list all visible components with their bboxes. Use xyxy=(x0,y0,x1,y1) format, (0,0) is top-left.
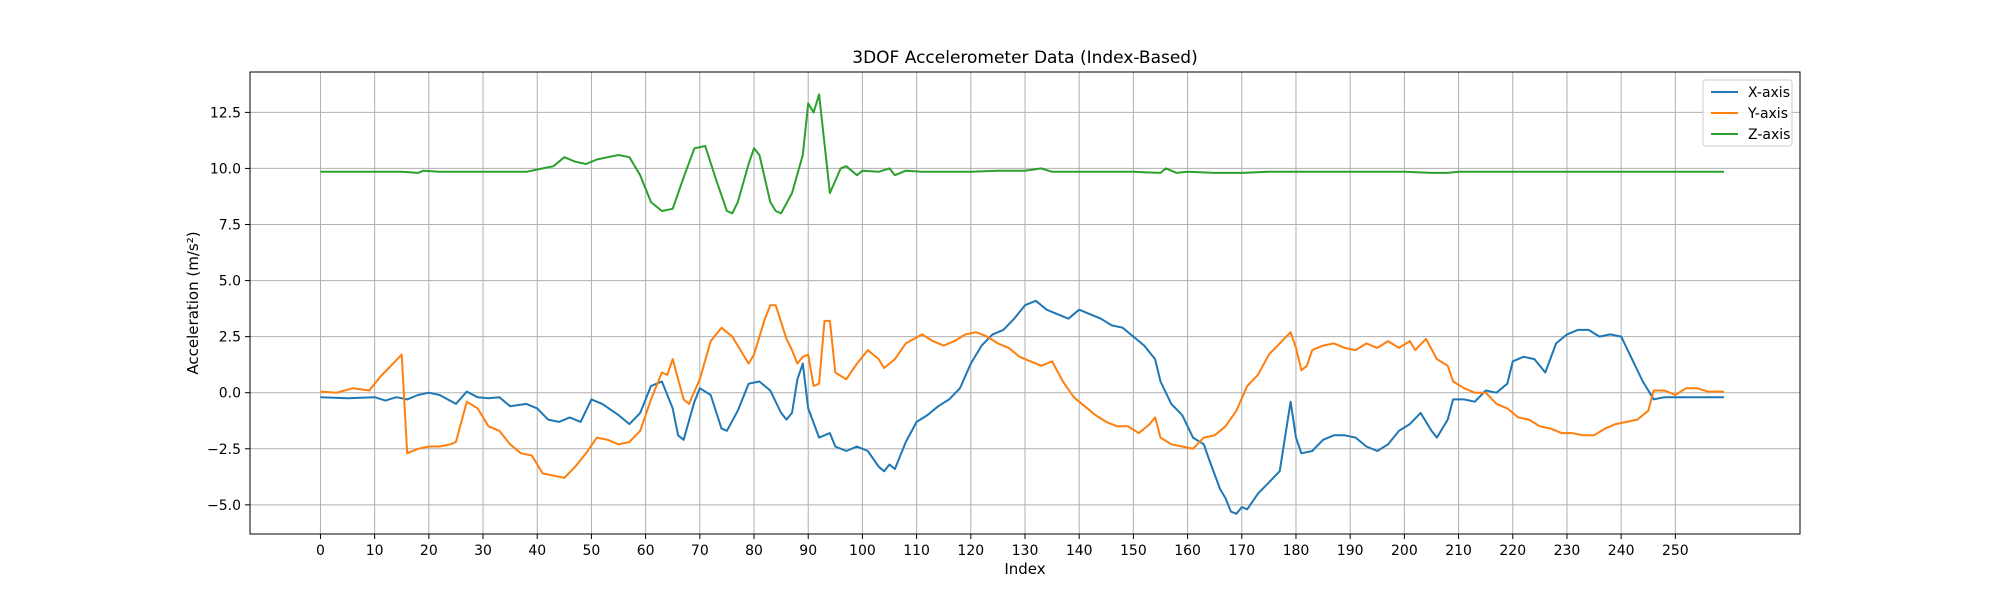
x-tick-label: 190 xyxy=(1337,543,1364,559)
y-tick-label: 10.0 xyxy=(210,161,241,177)
y-tick-label: 7.5 xyxy=(219,218,241,234)
legend: X-axis Y-axis Z-axis xyxy=(1702,79,1793,147)
x-tick-label: 200 xyxy=(1391,543,1418,559)
y-tick-label: 2.5 xyxy=(219,330,241,346)
series-line-x-axis xyxy=(320,299,1725,515)
x-tick-label: 10 xyxy=(366,543,384,559)
x-tick-label: 100 xyxy=(849,543,876,559)
x-axis-label: Index xyxy=(1004,560,1045,578)
x-tick-label: 0 xyxy=(316,543,325,559)
x-tick-label: 220 xyxy=(1499,543,1526,559)
y-tick-label: −2.5 xyxy=(207,442,241,458)
x-tick-label: 50 xyxy=(583,543,601,559)
x-tick-label: 90 xyxy=(799,543,817,559)
legend-label-x-axis: X-axis xyxy=(1748,85,1790,101)
y-tick-label: 5.0 xyxy=(219,274,241,290)
legend-label-z-axis: Z-axis xyxy=(1748,127,1790,143)
chart-title: 3DOF Accelerometer Data (Index-Based) xyxy=(852,48,1197,68)
x-tick-label: 80 xyxy=(745,543,763,559)
x-tick-label: 240 xyxy=(1608,543,1635,559)
x-tick-label: 210 xyxy=(1445,543,1472,559)
x-tick-label: 60 xyxy=(637,543,655,559)
x-tick-label: 130 xyxy=(1012,543,1039,559)
x-tick-label: 250 xyxy=(1662,543,1689,559)
grid xyxy=(250,72,1800,534)
legend-box xyxy=(1702,79,1793,147)
series-line-z-axis xyxy=(320,93,1725,215)
x-tick-label: 40 xyxy=(528,543,546,559)
y-tick-label: 0.0 xyxy=(219,386,241,402)
x-tick-label: 170 xyxy=(1228,543,1255,559)
x-tick-label: 150 xyxy=(1120,543,1147,559)
x-tick-label: 70 xyxy=(691,543,709,559)
series-lines xyxy=(320,93,1725,515)
x-tick-label: 110 xyxy=(903,543,930,559)
x-tick-label: 120 xyxy=(957,543,984,559)
x-tick-label: 160 xyxy=(1174,543,1201,559)
y-axis-ticks: −5.0 −2.5 0.0 2.5 5.0 7.5 10.0 12.5 xyxy=(207,105,250,514)
x-tick-label: 30 xyxy=(474,543,492,559)
x-axis-ticks: 0 10 20 30 40 50 60 70 80 90 100 110 120 130 140 150 160… xyxy=(316,534,1689,559)
y-tick-label: −5.0 xyxy=(207,498,241,514)
y-tick-label: 12.5 xyxy=(210,105,241,121)
x-tick-label: 140 xyxy=(1066,543,1093,559)
x-tick-label: 230 xyxy=(1554,543,1581,559)
x-tick-label: 180 xyxy=(1283,543,1310,559)
y-axis-label: Acceleration (m/s²) xyxy=(184,231,202,374)
x-tick-label: 20 xyxy=(420,543,438,559)
legend-label-y-axis: Y-axis xyxy=(1747,106,1788,122)
series-line-y-axis xyxy=(320,304,1725,479)
